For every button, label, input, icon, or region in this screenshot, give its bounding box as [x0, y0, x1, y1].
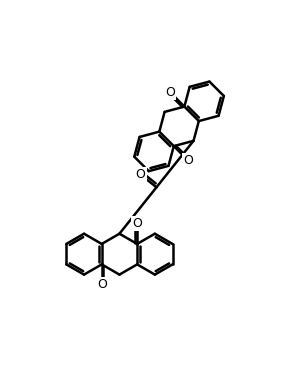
Text: O: O	[132, 217, 142, 230]
Text: O: O	[183, 154, 193, 167]
Text: O: O	[97, 278, 107, 291]
Text: O: O	[135, 168, 146, 181]
Text: O: O	[165, 86, 175, 99]
